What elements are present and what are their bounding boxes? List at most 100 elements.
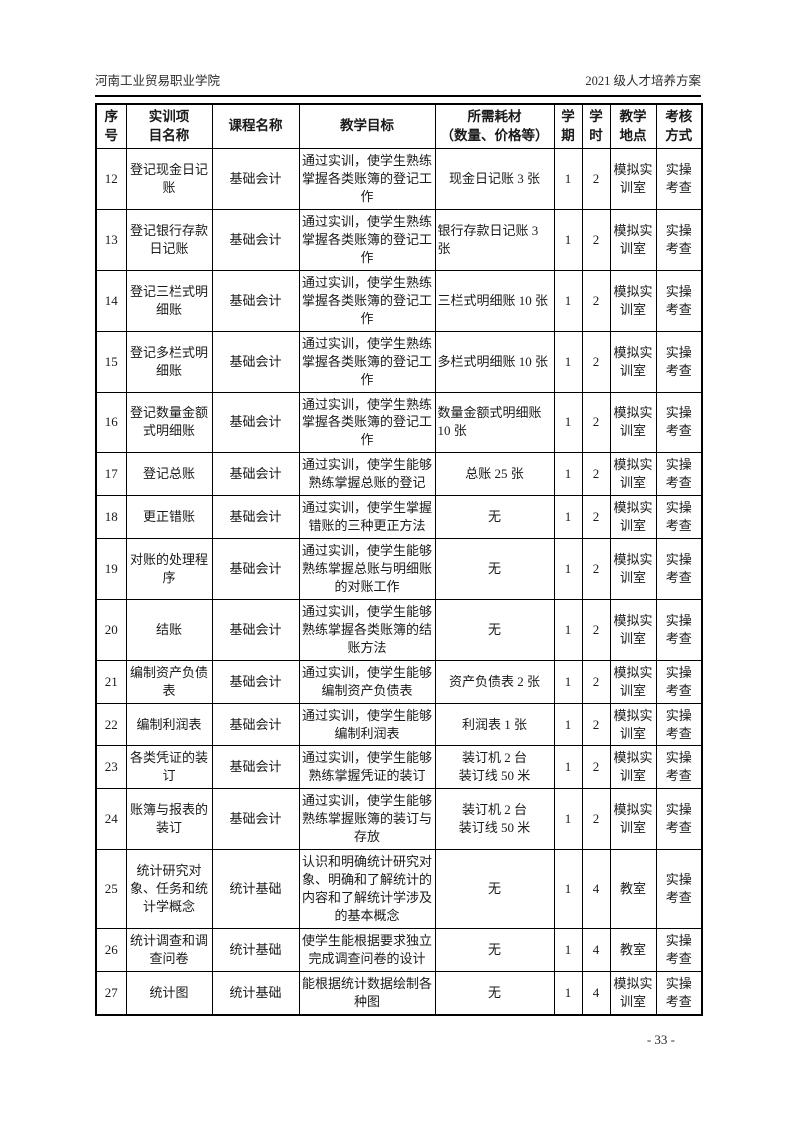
cell-semester: 1 [553,849,583,929]
cell-assessment: 实操 考查 [655,391,703,454]
cell-hours: 2 [581,391,611,454]
cell-location: 教室 [609,927,657,972]
cell-no: 27 [95,970,127,1016]
cell-hours: 2 [581,538,611,600]
cell-goal: 通过实训，使学生能够熟练掌握各类账簿的结账方法 [298,598,436,661]
cell-materials: 多栏式明细账 10 张 [434,330,555,393]
table-row: 25 统计研究对象、任务和统计学概念 统计基础 认识和明确统计研究对象、明确和了解统计… [95,849,703,929]
cell-semester: 1 [553,927,583,972]
cell-course: 统计基础 [211,849,300,929]
cell-goal: 通过实训，使学生熟练掌握各类账簿的登记工作 [298,148,436,211]
cell-semester: 1 [553,495,583,540]
cell-project: 编制利润表 [125,702,213,747]
cell-hours: 2 [581,598,611,661]
cell-assessment: 实操 考查 [655,330,703,393]
cell-location: 模拟实训室 [609,745,657,790]
cell-course: 基础会计 [211,495,300,540]
cell-materials: 装订机 2 台 装订线 50 米 [434,788,555,851]
cell-no: 25 [95,849,127,929]
column-header-materials: 所需耗材 （数量、价格等） [434,103,555,150]
cell-assessment: 实操 考查 [655,538,703,600]
cell-hours: 2 [581,209,611,271]
cell-no: 14 [95,269,127,332]
table-row: 23 各类凭证的装订 基础会计 通过实训，使学生能够熟练掌握凭证的装订 装订机 2 台 … [95,745,703,790]
cell-no: 13 [95,209,127,271]
cell-materials: 装订机 2 台 装订线 50 米 [434,745,555,790]
page-number: - 33 - [646,1031,675,1047]
cell-project: 统计研究对象、任务和统计学概念 [125,849,213,929]
table-row: 24 账簿与报表的装订 基础会计 通过实训，使学生能够熟练掌握账簿的装订与存放 装订机 … [95,788,703,851]
table-body: 12 登记现金日记账 基础会计 通过实训，使学生熟练掌握各类账簿的登记工作 现金日记账 … [95,148,703,1016]
column-header-assessment: 考核 方式 [655,103,703,150]
cell-assessment: 实操 考查 [655,598,703,661]
cell-hours: 2 [581,745,611,790]
cell-hours: 2 [581,269,611,332]
cell-course: 基础会计 [211,391,300,454]
cell-project: 登记银行存款日记账 [125,209,213,271]
column-header-no: 序 号 [95,103,127,150]
cell-assessment: 实操 考查 [655,148,703,211]
cell-goal: 通过实训，使学生熟练掌握各类账簿的登记工作 [298,269,436,332]
cell-goal: 认识和明确统计研究对象、明确和了解统计的内容和了解统计学涉及的基本概念 [298,849,436,929]
cell-goal: 通过实训，使学生能够熟练掌握总账与明细账的对账工作 [298,538,436,600]
cell-semester: 1 [553,452,583,497]
cell-goal: 通过实训，使学生能够熟练掌握账簿的装订与存放 [298,788,436,851]
cell-location: 模拟实训室 [609,538,657,600]
cell-materials: 无 [434,598,555,661]
table-row: 26 统计调查和调查问卷 统计基础 使学生能根据要求独立完成调查问卷的设计无 1 4 教室实… [95,927,703,972]
column-header-semester: 学 期 [553,103,583,150]
cell-location: 模拟实训室 [609,659,657,704]
cell-hours: 4 [581,849,611,929]
cell-hours: 2 [581,452,611,497]
cell-semester: 1 [553,269,583,332]
cell-assessment: 实操 考查 [655,849,703,929]
cell-semester: 1 [553,538,583,600]
cell-semester: 1 [553,970,583,1016]
cell-location: 模拟实训室 [609,970,657,1016]
cell-materials: 总账 25 张 [434,452,555,497]
cell-semester: 1 [553,598,583,661]
cell-assessment: 实操 考查 [655,269,703,332]
cell-no: 19 [95,538,127,600]
cell-semester: 1 [553,788,583,851]
cell-goal: 通过实训，使学生能够熟练掌握凭证的装订 [298,745,436,790]
cell-project: 统计调查和调查问卷 [125,927,213,972]
cell-no: 22 [95,702,127,747]
cell-semester: 1 [553,148,583,211]
header-school-name: 河南工业贸易职业学院 [95,74,221,88]
cell-hours: 2 [581,330,611,393]
cell-goal: 通过实训，使学生掌握错账的三种更正方法 [298,495,436,540]
cell-materials: 无 [434,849,555,929]
table-row: 16 登记数量金额式明细账 基础会计 通过实训，使学生熟练掌握各类账簿的登记工作 数量金… [95,391,703,454]
table-row: 20 结账 基础会计 通过实训，使学生能够熟练掌握各类账簿的结账方法无 1 2 模拟实训室实… [95,598,703,661]
cell-semester: 1 [553,659,583,704]
cell-hours: 4 [581,970,611,1016]
cell-hours: 2 [581,788,611,851]
cell-location: 模拟实训室 [609,495,657,540]
table-row: 17 登记总账 基础会计 通过实训，使学生能够熟练掌握总账的登记 总账 25 张 1 2 模拟… [95,452,703,497]
cell-goal: 通过实训，使学生能够编制资产负债表 [298,659,436,704]
cell-materials: 现金日记账 3 张 [434,148,555,211]
cell-project: 编制资产负债表 [125,659,213,704]
cell-project: 各类凭证的装订 [125,745,213,790]
cell-project: 结账 [125,598,213,661]
cell-course: 基础会计 [211,269,300,332]
table-row: 27 统计图 统计基础 能根据统计数据绘制各种图无 1 4 模拟实训室 实操 考查 [95,970,703,1016]
cell-goal: 通过实训，使学生熟练掌握各类账簿的登记工作 [298,330,436,393]
cell-project: 账簿与报表的装订 [125,788,213,851]
cell-project: 登记多栏式明细账 [125,330,213,393]
cell-assessment: 实操 考查 [655,495,703,540]
cell-course: 基础会计 [211,788,300,851]
cell-location: 模拟实训室 [609,391,657,454]
cell-course: 基础会计 [211,659,300,704]
cell-assessment: 实操 考查 [655,702,703,747]
table-row: 19 对账的处理程序 基础会计 通过实训，使学生能够熟练掌握总账与明细账的对账工作无 1… [95,538,703,600]
cell-location: 教室 [609,849,657,929]
column-header-hours: 学 时 [581,103,611,150]
cell-course: 基础会计 [211,148,300,211]
cell-no: 24 [95,788,127,851]
cell-assessment: 实操 考查 [655,788,703,851]
cell-hours: 2 [581,495,611,540]
